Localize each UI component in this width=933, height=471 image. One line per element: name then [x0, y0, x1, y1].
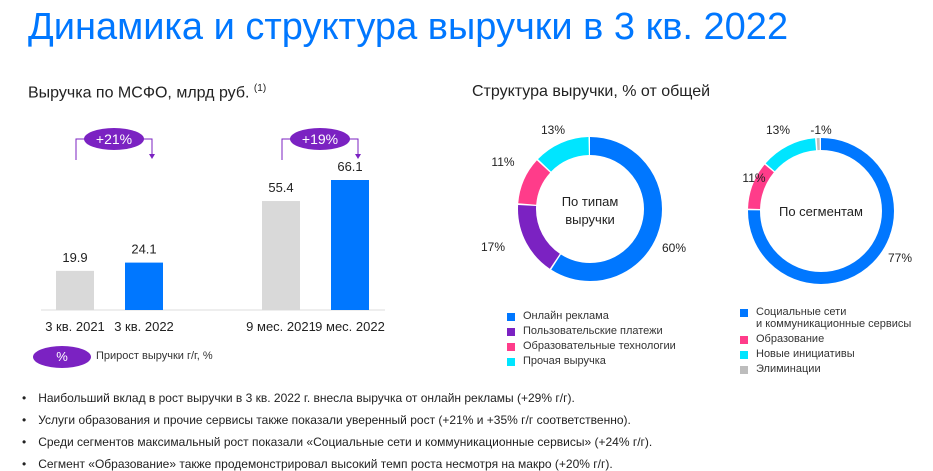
- bar: [56, 270, 94, 310]
- bar-value-label: 55.4: [268, 180, 293, 195]
- growth-legend-label: Прирост выручки г/г, %: [96, 350, 213, 362]
- legend-swatch: [507, 343, 515, 351]
- slice-label: 77%: [888, 251, 912, 265]
- bar-chart-title: Выручка по МСФО, млрд руб. (1): [28, 83, 267, 102]
- bar: [331, 180, 369, 310]
- legend-label: Пользовательские платежи: [523, 325, 663, 337]
- legend-swatch: [740, 351, 748, 359]
- legend-swatch: [507, 313, 515, 321]
- types-legend: Онлайн реклама Пользовательские платежи Об…: [507, 310, 676, 370]
- segments-legend: Социальные сети и коммуникационные сервис…: [740, 306, 911, 378]
- slice-label: 60%: [662, 241, 686, 255]
- growth-arrow-icon: [355, 154, 361, 159]
- slice-label: 17%: [481, 240, 505, 254]
- legend-item: Онлайн реклама: [507, 310, 676, 322]
- legend-swatch: [507, 358, 515, 366]
- x-tick-label: 9 мес. 2022: [315, 319, 385, 334]
- legend-swatch: [740, 336, 748, 344]
- legend-item: Образование: [740, 333, 911, 345]
- bullet-item: Среди сегментов максимальный рост показа…: [22, 435, 652, 449]
- growth-legend-badge: %: [33, 346, 91, 368]
- legend-item: Социальные сети и коммуникационные сервис…: [740, 306, 911, 330]
- bar: [125, 262, 163, 310]
- legend-label: Образовательные технологии: [523, 340, 676, 352]
- growth-badge-label: +21%: [96, 131, 132, 147]
- donut-center-label: По сегментам: [779, 204, 863, 219]
- donut-center-label: выручки: [565, 212, 615, 227]
- donut-slice: [518, 137, 662, 281]
- legend-swatch: [740, 366, 748, 374]
- donut-chart-title: Структура выручки, % от общей: [472, 83, 711, 100]
- x-tick-label: 9 мес. 2021: [246, 319, 316, 334]
- x-tick-label: 3 кв. 2021: [45, 319, 105, 334]
- slice-label: 11%: [742, 171, 765, 185]
- growth-badge: [290, 128, 350, 150]
- legend-label: Социальные сети и коммуникационные сервис…: [756, 306, 912, 330]
- legend-label: Образование: [756, 333, 825, 345]
- legend-label: Новые инициативы: [756, 348, 855, 360]
- slice-label: 11%: [491, 155, 514, 169]
- bullet-item: Сегмент «Образование» также продемонстри…: [22, 457, 612, 471]
- bullet-item: Услуги образования и прочие сервисы такж…: [22, 413, 631, 427]
- legend-item: Элиминации: [740, 363, 911, 375]
- slice-label: -1%: [810, 123, 832, 137]
- bar-value-label: 24.1: [131, 242, 156, 257]
- slice-label: 13%: [766, 123, 790, 137]
- growth-arrow-icon: [149, 154, 155, 159]
- legend-label: Онлайн реклама: [523, 310, 609, 322]
- x-tick-label: 3 кв. 2022: [114, 319, 174, 334]
- legend-swatch: [507, 328, 515, 336]
- legend-item: Образовательные технологии: [507, 340, 676, 352]
- legend-item: Пользовательские платежи: [507, 325, 676, 337]
- bullet-item: Наибольший вклад в рост выручки в 3 кв. …: [22, 391, 575, 405]
- legend-swatch: [740, 309, 748, 317]
- revenue-bar-chart: 19.9 3 кв. 2021 24.1 3 кв. 2022 55.4 9 мес. 2…: [41, 128, 385, 334]
- revenue-structure-donuts: 60% 17% 11% 13% По типам выручки 77% 11% 13% -1% П…: [481, 123, 912, 284]
- page-title: Динамика и структура выручки в 3 кв. 202…: [28, 6, 789, 48]
- legend-item: Новые инициативы: [740, 348, 911, 360]
- legend-item: Прочая выручка: [507, 355, 676, 367]
- bar: [262, 201, 300, 310]
- bar-value-label: 66.1: [337, 159, 362, 174]
- bar-value-label: 19.9: [62, 250, 87, 265]
- growth-badge-label: +19%: [302, 131, 338, 147]
- legend-label: Прочая выручка: [523, 355, 606, 367]
- donut-slice: [748, 138, 894, 284]
- growth-badge: [84, 128, 144, 150]
- donut-center-label: По типам: [562, 194, 619, 209]
- donut-slice: [518, 137, 662, 281]
- slice-label: 13%: [541, 123, 565, 137]
- legend-label: Элиминации: [756, 363, 821, 375]
